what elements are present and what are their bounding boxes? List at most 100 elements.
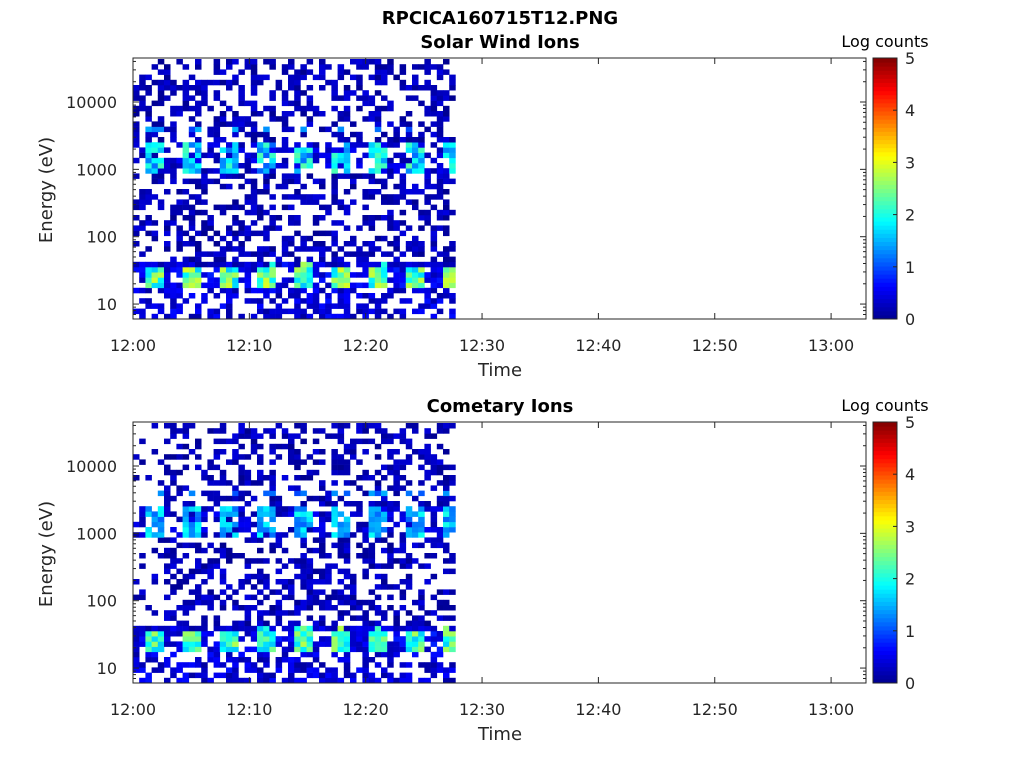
heatmap-cell	[381, 272, 388, 278]
heatmap-cell	[226, 527, 233, 533]
heatmap-cell	[263, 59, 270, 65]
heatmap-cell	[350, 178, 357, 185]
heatmap-cell	[393, 282, 400, 289]
heatmap-cell	[368, 547, 376, 554]
heatmap-cell	[399, 511, 407, 517]
heatmap-cell	[343, 142, 351, 148]
heatmap-cell	[374, 64, 382, 70]
heatmap-cell	[288, 100, 295, 107]
heatmap-cell	[170, 433, 177, 439]
heatmap-cell	[436, 631, 444, 637]
heatmap-cell	[238, 469, 245, 476]
heatmap-cell	[362, 90, 369, 96]
heatmap-cell	[238, 90, 245, 96]
heatmap-cell	[275, 163, 283, 169]
heatmap-cell	[176, 469, 183, 476]
heatmap-cell	[387, 501, 394, 507]
heatmap-cell	[263, 511, 270, 517]
heatmap-cell	[213, 64, 221, 70]
heatmap-cell	[331, 272, 338, 278]
heatmap-cell	[393, 183, 400, 190]
heatmap-cell	[232, 272, 239, 278]
heatmap-cell	[350, 646, 357, 653]
colorbar-segment	[873, 106, 897, 112]
heatmap-cell	[244, 631, 252, 637]
heatmap-cell	[306, 646, 314, 653]
heatmap-cell	[356, 521, 363, 528]
heatmap-cell	[201, 599, 208, 606]
heatmap-cell	[337, 594, 345, 601]
heatmap-cell	[238, 443, 245, 450]
colorbar-segment	[873, 438, 897, 443]
heatmap-cell	[337, 537, 345, 543]
heatmap-cell	[269, 610, 276, 616]
heatmap-cell	[449, 272, 456, 278]
heatmap-cell	[436, 527, 444, 533]
heatmap-cell	[449, 605, 456, 611]
heatmap-cell	[145, 137, 152, 143]
heatmap-cell	[213, 501, 221, 507]
heatmap-cell	[337, 298, 345, 304]
heatmap-cell	[418, 303, 425, 309]
heatmap-cell	[343, 625, 351, 632]
heatmap-cell	[164, 438, 171, 445]
heatmap-cell	[269, 282, 276, 289]
heatmap-cell	[412, 95, 419, 101]
heatmap-cell	[151, 235, 159, 242]
colorbar-segment	[873, 225, 897, 230]
heatmap-cell	[300, 573, 307, 580]
heatmap-cell	[182, 298, 190, 304]
colorbar-segment	[873, 581, 897, 586]
heatmap-cell	[226, 204, 233, 211]
heatmap-cell	[405, 625, 413, 632]
heatmap-cell	[337, 641, 345, 647]
heatmap-cell	[387, 100, 394, 107]
heatmap-cell	[263, 527, 270, 533]
heatmap-cell	[319, 516, 326, 523]
heatmap-cell	[399, 308, 407, 315]
heatmap-cell	[164, 261, 171, 268]
heatmap-cell	[337, 261, 345, 268]
heatmap-cell	[449, 157, 456, 164]
heatmap-cell	[182, 454, 190, 460]
heatmap-cell	[418, 599, 425, 606]
heatmap-cell	[232, 677, 239, 684]
heatmap-cell	[195, 267, 202, 273]
heatmap-cell	[412, 599, 419, 606]
heatmap-cell	[269, 542, 276, 549]
heatmap-cell	[319, 183, 326, 190]
heatmap-cell	[232, 433, 239, 439]
heatmap-cell	[257, 308, 264, 315]
heatmap-cell	[269, 506, 276, 512]
heatmap-cell	[244, 59, 252, 65]
colorbar-segment	[873, 654, 897, 660]
heatmap-cell	[207, 308, 214, 315]
heatmap-cell	[232, 59, 239, 65]
heatmap-cell	[164, 423, 171, 429]
heatmap-cell	[157, 121, 165, 127]
heatmap-cell	[368, 178, 376, 185]
heatmap-cell	[232, 667, 239, 673]
heatmap-cell	[275, 225, 283, 231]
heatmap-cell	[362, 189, 369, 195]
heatmap-cell	[176, 620, 183, 627]
heatmap-cell	[319, 178, 326, 185]
heatmap-cell	[219, 532, 227, 538]
heatmap-cell	[151, 173, 159, 179]
heatmap-cell	[356, 79, 363, 86]
heatmap-cell	[294, 267, 301, 273]
heatmap-cell	[263, 152, 270, 159]
heatmap-cell	[387, 69, 394, 75]
heatmap-cell	[195, 163, 202, 169]
heatmap-cell	[436, 308, 444, 315]
x-tick-label: 12:40	[575, 336, 621, 355]
heatmap-cell	[139, 532, 146, 538]
heatmap-cell	[306, 100, 314, 107]
heatmap-cell	[331, 423, 338, 429]
heatmap-cell	[250, 100, 258, 107]
heatmap-cell	[157, 59, 165, 65]
heatmap-cell	[244, 272, 252, 278]
heatmap-cell	[362, 615, 369, 621]
heatmap-cell	[263, 636, 270, 642]
heatmap-cell	[300, 662, 307, 668]
